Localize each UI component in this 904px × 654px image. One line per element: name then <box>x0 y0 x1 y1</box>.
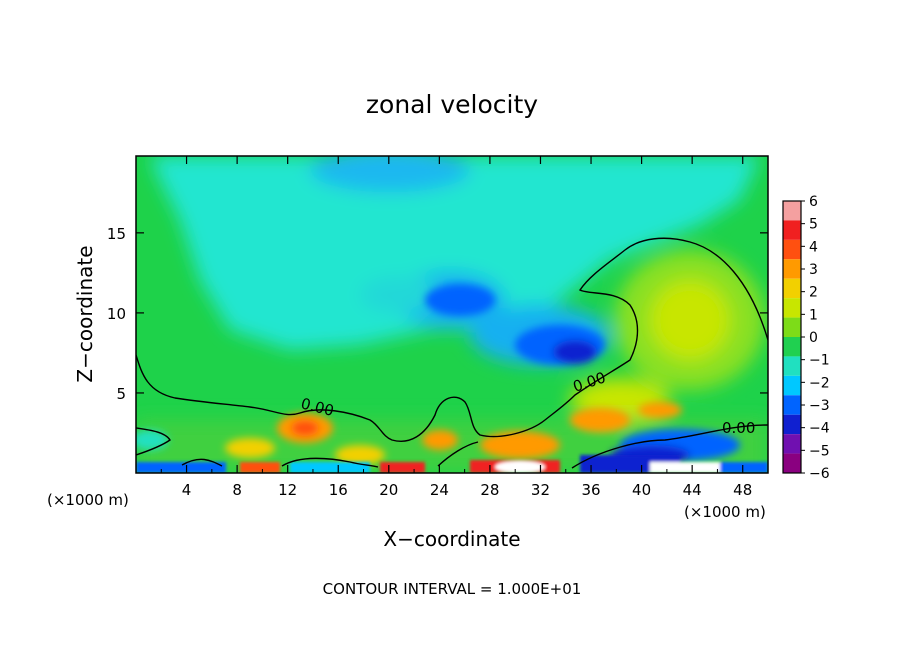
x-tick-label: 28 <box>480 481 499 499</box>
x-tick-label: 4 <box>182 481 192 499</box>
colorbar-label: −2 <box>809 375 830 391</box>
colorbar-swatch <box>783 278 801 299</box>
colorbar-swatch <box>783 201 801 221</box>
colorbar-label: 6 <box>809 194 818 210</box>
y-tick-label: 5 <box>116 385 126 403</box>
colorbar-label: −5 <box>809 443 830 459</box>
x-tick-label: 36 <box>581 481 600 499</box>
colorbar-swatch <box>783 395 801 415</box>
contour-interval-footer: CONTOUR INTERVAL = 1.000E+01 <box>323 580 582 598</box>
chart-title: zonal velocity <box>366 90 538 119</box>
x-axis-title: X−coordinate <box>383 527 520 551</box>
x-tick-label: 32 <box>531 481 550 499</box>
colorbar-label: 3 <box>809 262 818 278</box>
colorbar-swatch <box>783 239 801 260</box>
colorbar-label: 0 <box>809 330 818 346</box>
colorbar-swatch <box>783 298 801 318</box>
colorbar-swatch <box>783 414 801 435</box>
y-axis: 5 10 15 <box>107 225 768 403</box>
colorbar-swatch <box>783 453 801 473</box>
colorbar-label: −6 <box>809 466 830 482</box>
colorbar-label: 2 <box>809 285 818 301</box>
y-axis-title: Z−coordinate <box>73 245 97 382</box>
x-tick-label: 44 <box>683 481 702 499</box>
x-tick-label: 20 <box>379 481 398 499</box>
y-tick-label: 10 <box>107 305 126 323</box>
x-unit-label-left: (×1000 m) <box>47 491 129 509</box>
x-tick-label: 16 <box>329 481 348 499</box>
contour-label: 0.00 <box>722 419 755 437</box>
colorbar-label: 5 <box>809 217 818 233</box>
plot-frame <box>135 155 769 474</box>
colorbar: 6 5 4 3 2 1 0 −1 −2 −3 −4 −5 −6 <box>782 194 830 482</box>
y-tick-label: 15 <box>107 225 126 243</box>
x-unit-label-right: (×1000 m) <box>684 503 766 521</box>
x-tick-label: 24 <box>430 481 449 499</box>
x-tick-label: 12 <box>278 481 297 499</box>
x-tick-label: 8 <box>232 481 242 499</box>
colorbar-label: −4 <box>809 421 830 437</box>
colorbar-swatch <box>783 356 801 376</box>
colorbar-swatch <box>783 434 801 454</box>
colorbar-label: −1 <box>809 353 830 369</box>
colorbar-swatch <box>783 220 801 240</box>
colorbar-swatch <box>783 337 801 357</box>
colorbar-swatch <box>783 317 801 337</box>
x-tick-label: 48 <box>733 481 752 499</box>
colorbar-swatch <box>783 375 801 396</box>
x-tick-label: 40 <box>632 481 651 499</box>
heatmap-field: 0.00 0.00 0.00 <box>136 156 768 473</box>
x-axis: 4 8 12 16 20 24 28 32 36 40 44 48 <box>160 156 752 499</box>
colorbar-label: 1 <box>809 307 818 323</box>
colorbar-label: −3 <box>809 398 830 414</box>
colorbar-label: 4 <box>809 239 818 255</box>
colorbar-swatch <box>783 259 801 279</box>
